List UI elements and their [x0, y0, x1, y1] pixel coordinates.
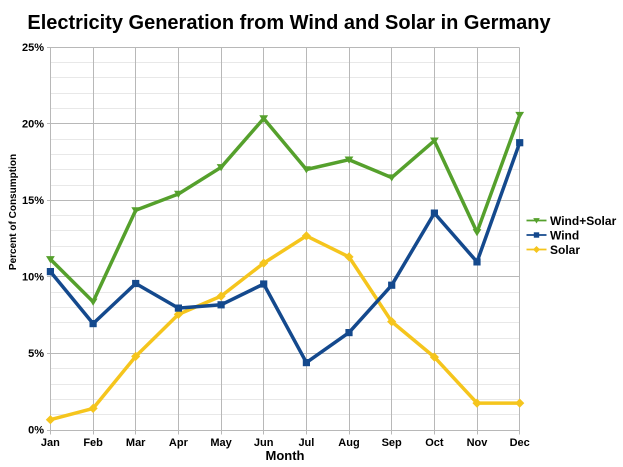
svg-text:Nov: Nov [467, 437, 489, 449]
svg-text:Percent of Consumption: Percent of Consumption [8, 154, 19, 270]
svg-text:Dec: Dec [510, 437, 530, 449]
svg-text:Electricity Generation from Wi: Electricity Generation from Wind and Sol… [27, 12, 551, 34]
svg-text:Sep: Sep [382, 437, 402, 449]
svg-text:0%: 0% [28, 425, 44, 437]
svg-text:Apr: Apr [169, 437, 189, 449]
svg-text:Jun: Jun [254, 437, 274, 449]
svg-text:May: May [210, 437, 232, 449]
svg-text:Solar: Solar [550, 243, 580, 257]
svg-text:10%: 10% [22, 271, 44, 283]
svg-text:Jan: Jan [41, 437, 60, 449]
svg-text:Month: Month [266, 448, 305, 463]
svg-text:Mar: Mar [126, 437, 146, 449]
svg-text:Jul: Jul [298, 437, 314, 449]
svg-text:Aug: Aug [338, 437, 359, 449]
svg-text:25%: 25% [22, 42, 44, 54]
svg-text:5%: 5% [28, 348, 44, 360]
svg-text:Oct: Oct [425, 437, 444, 449]
svg-text:20%: 20% [22, 118, 44, 130]
svg-text:Wind: Wind [550, 229, 579, 243]
svg-text:15%: 15% [22, 195, 44, 207]
svg-text:Wind+Solar: Wind+Solar [550, 214, 617, 228]
svg-text:Feb: Feb [83, 437, 103, 449]
